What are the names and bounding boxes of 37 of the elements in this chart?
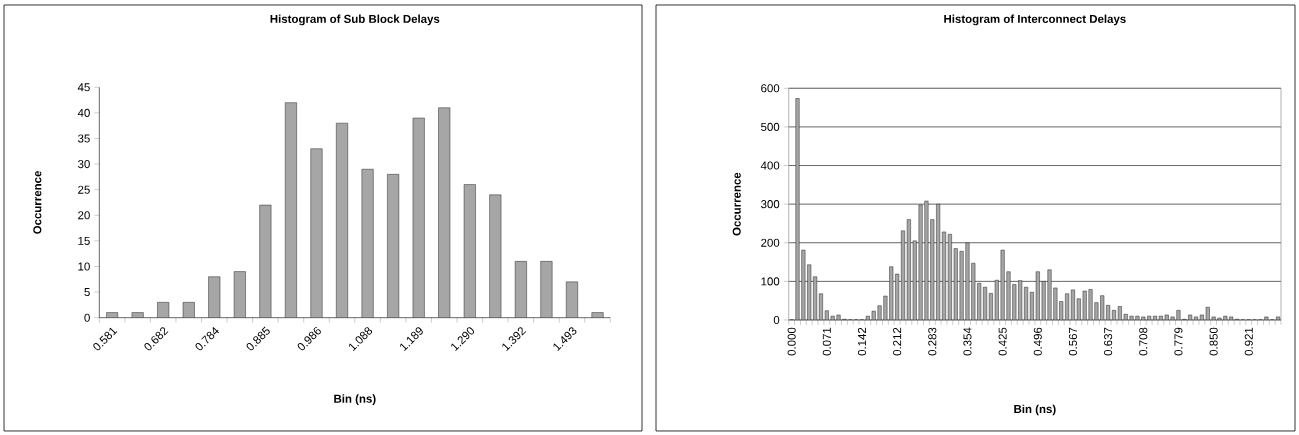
y-tick-label: 30 bbox=[77, 160, 90, 169]
x-tick-label: 0.850 bbox=[1209, 327, 1218, 356]
x-tick-label: 0.496 bbox=[1033, 327, 1042, 356]
y-tick-label: 40 bbox=[77, 108, 90, 117]
y-tick-label: 25 bbox=[78, 185, 90, 194]
x-tick-label: 0.212 bbox=[893, 327, 902, 356]
x-tick-label: 0.708 bbox=[1139, 327, 1148, 356]
x-tick-label: 0.779 bbox=[1174, 327, 1183, 356]
y-tick-label: 500 bbox=[761, 122, 780, 131]
y-tick-label: 100 bbox=[761, 277, 780, 286]
x-tick-label: 0.921 bbox=[1244, 327, 1253, 356]
x-tick-label: 0.354 bbox=[963, 327, 972, 356]
y-tick-label: 300 bbox=[761, 200, 780, 209]
x-axis-title: Bin (ns) bbox=[1014, 404, 1056, 416]
chart-title: Histogram of Sub Block Delays bbox=[270, 14, 440, 26]
y-axis-title: Occurrence bbox=[732, 172, 741, 236]
y-tick-label: 400 bbox=[760, 161, 780, 170]
y-tick-label: 600 bbox=[761, 84, 780, 93]
y-tick-label: 15 bbox=[78, 236, 90, 245]
x-tick-label: 0.071 bbox=[822, 327, 831, 356]
x-tick-label: 0.000 bbox=[787, 327, 796, 356]
y-tick-label: 20 bbox=[78, 211, 90, 220]
y-axis-title: Occurrence bbox=[33, 171, 42, 234]
x-tick-label: 0.283 bbox=[928, 327, 937, 356]
y-tick-label: 0 bbox=[84, 313, 90, 322]
y-tick-label: 10 bbox=[78, 262, 90, 271]
chart-title: Histogram of Interconnect Delays bbox=[944, 14, 1126, 26]
x-axis-title: Bin (ns) bbox=[334, 394, 376, 406]
y-tick-label: 0 bbox=[773, 315, 780, 325]
x-tick-label: 0.567 bbox=[1068, 327, 1078, 356]
y-tick-label: 200 bbox=[761, 238, 780, 247]
x-tick-label: 0.637 bbox=[1104, 327, 1113, 356]
x-tick-label: 0.142 bbox=[857, 327, 867, 356]
y-tick-label: 35 bbox=[77, 134, 90, 143]
y-tick-label: 45 bbox=[77, 83, 90, 92]
y-tick-label: 5 bbox=[84, 288, 90, 297]
x-tick-label: 0.425 bbox=[998, 327, 1007, 356]
